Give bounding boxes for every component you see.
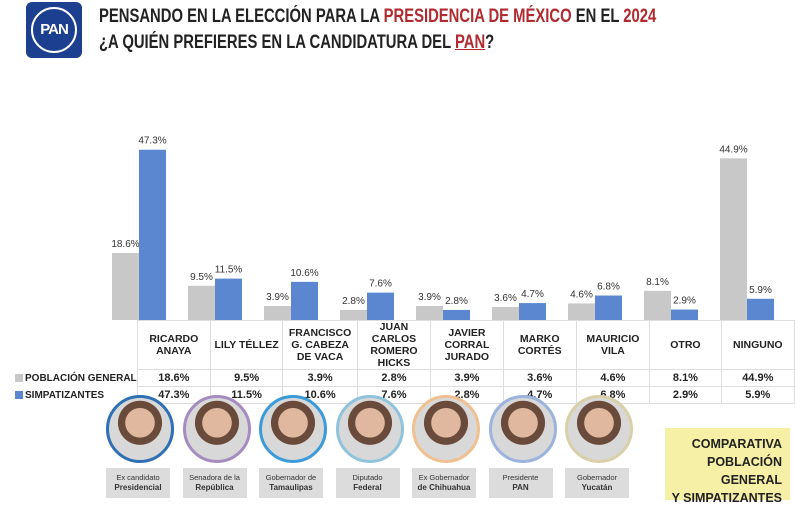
bar-poblacion-1 [188, 285, 215, 320]
candidate-photo [335, 395, 404, 463]
candidate-caption: Gobernador Yucatán [565, 468, 629, 498]
candidate-caption: Presidente PAN [488, 468, 553, 498]
candidate-card: Gobernador Yucatán [565, 395, 633, 498]
data-label: 7.6% [369, 279, 392, 290]
table-cell: 18.6% [136, 369, 211, 387]
bar-simpatizantes-1 [215, 278, 242, 320]
table-cell: 9.5% [209, 369, 284, 387]
category-header: JUAN CARLOS ROMERO HICKS [356, 320, 432, 370]
bar-chart: 18.6% 47.3% 9.5%11.5% 3.9% 10.6% 2.8% 7.6% 3.9%… [111, 136, 774, 320]
data-label: 2.9% [673, 296, 696, 307]
bar-poblacion-5 [492, 307, 519, 320]
legend-swatch [15, 390, 23, 399]
candidate-photo [412, 395, 480, 463]
data-label: 44.9% [719, 144, 747, 155]
category-header: LILY TÉLLEZ [209, 320, 284, 370]
candidate-photo [565, 395, 633, 463]
candidate-caption: Gobernador de Tamaulipas [259, 468, 323, 498]
bar-simpatizantes-4 [443, 309, 470, 320]
data-label: 8.1% [646, 277, 669, 288]
category-header: MAURICIO VILA [575, 320, 651, 370]
candidate-card: Ex candidato Presidencial [106, 395, 174, 498]
data-label: 47.3% [138, 136, 166, 147]
bar-simpatizantes-6 [595, 295, 622, 320]
candidate-caption: Ex Gobernador de Chihuahua [412, 468, 476, 498]
comparison-note: COMPARATIVA POBLACIÓN GENERAL Y SIMPATIZAN… [665, 428, 790, 505]
data-label: 3.9% [418, 292, 441, 303]
candidate-photo [106, 395, 174, 463]
bar-poblacion-6 [568, 303, 595, 320]
data-label: 3.6% [494, 293, 517, 304]
table-cell: 4.6% [575, 369, 651, 387]
bar-simpatizantes-5 [519, 303, 546, 320]
data-label: 10.6% [290, 268, 318, 279]
blank-cell [15, 321, 137, 370]
data-label: 3.9% [266, 292, 289, 303]
title-line-2: ¿A QUIÉN PREFIERES EN LA CANDIDATURA DEL… [99, 32, 495, 53]
category-header: OTRO [649, 320, 722, 370]
table-cell: 8.1% [649, 369, 722, 387]
candidate-photo [488, 395, 557, 463]
bar-simpatizantes-0 [139, 149, 166, 320]
data-label: 11.5% [215, 265, 243, 276]
data-label: 2.8% [342, 296, 365, 307]
candidate-caption: Ex candidato Presidencial [106, 468, 170, 498]
bar-poblacion-8 [720, 158, 747, 320]
table-cell: 2.8% [356, 369, 432, 387]
title-line-1: PENSANDO EN LA ELECCIÓN PARA LA PRESIDEN… [99, 6, 657, 27]
bar-simpatizantes-3 [367, 292, 394, 320]
data-label: 5.9% [749, 285, 772, 296]
bar-simpatizantes-8 [747, 298, 774, 320]
candidate-card: Gobernador de Tamaulipas [259, 395, 327, 498]
legend-item: POBLACIÓN GENERAL [15, 370, 137, 387]
data-table: RICARDO ANAYA LILY TÉLLEZ FRANCISCO G. CAB… [15, 320, 795, 404]
candidate-caption: Senadora de la República [182, 468, 247, 498]
table-cell: 3.6% [502, 369, 577, 387]
bar-poblacion-7 [644, 290, 671, 320]
table-cell: 3.9% [430, 369, 504, 387]
candidate-card: Diputado Federal [335, 395, 404, 498]
legend-item: SIMPATIZANTES [15, 387, 137, 404]
pan-logo: PAN [26, 2, 82, 58]
bar-poblacion-2 [264, 305, 291, 320]
data-label: 4.7% [521, 289, 544, 300]
candidate-card: Ex Gobernador de Chihuahua [412, 395, 480, 498]
bar-poblacion-3 [340, 309, 367, 320]
bar-simpatizantes-2 [291, 281, 318, 320]
category-header: FRANCISCO G. CABEZA DE VACA [282, 320, 358, 370]
category-header: MARKO CORTÉS [502, 320, 577, 370]
data-label: 18.6% [111, 239, 139, 250]
data-label: 4.6% [570, 289, 593, 300]
bar-simpatizantes-7 [671, 309, 698, 320]
category-header: NINGUNO [720, 320, 795, 370]
bar-poblacion-0 [112, 253, 139, 320]
table-cell: 5.9% [720, 386, 795, 404]
category-header: RICARDO ANAYA [136, 320, 211, 370]
bar-poblacion-4 [416, 305, 443, 320]
table-cell: 2.9% [649, 386, 722, 404]
data-label: 2.8% [445, 296, 468, 307]
table-cell: 44.9% [720, 369, 795, 387]
legend-swatch [15, 373, 23, 382]
candidate-photo [182, 395, 251, 463]
table-cell: 3.9% [282, 369, 358, 387]
candidate-card: Senadora de la República [182, 395, 251, 498]
category-header: JAVIER CORRAL JURADO [430, 320, 504, 370]
data-label: 6.8% [597, 282, 620, 293]
candidate-caption: Diputado Federal [335, 468, 400, 498]
candidate-card: Presidente PAN [488, 395, 557, 498]
data-label: 9.5% [190, 272, 213, 283]
candidate-photo [259, 395, 327, 463]
